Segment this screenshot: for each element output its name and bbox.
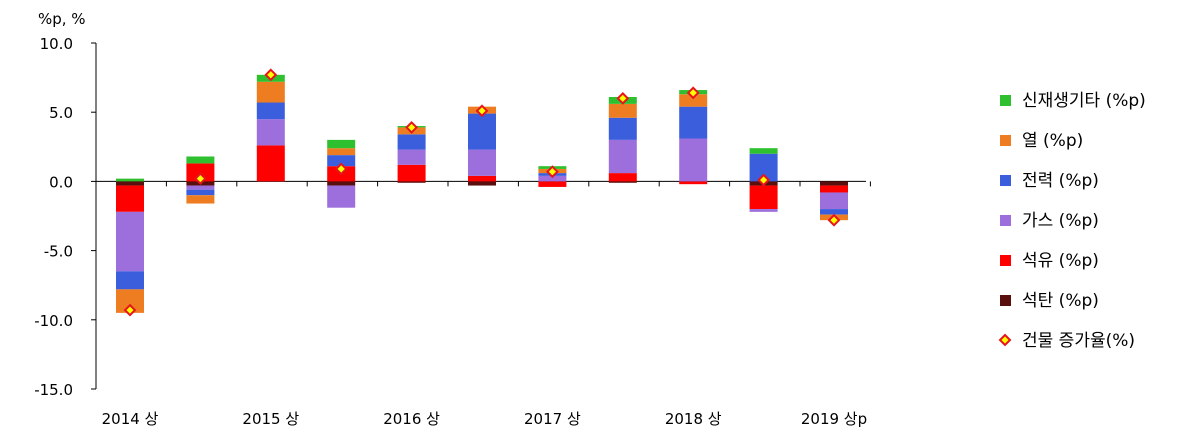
y-tick-label: 5.0	[49, 104, 73, 122]
bar-segment	[327, 181, 356, 186]
bar-segment	[468, 113, 496, 150]
x-tick-label: 2016 상	[383, 410, 440, 428]
bar-segment	[327, 185, 356, 208]
bar-segment	[608, 173, 637, 182]
bar-segment	[186, 195, 215, 204]
legend-swatch	[1000, 215, 1011, 226]
growth-marker	[123, 303, 137, 317]
bar-segment	[468, 175, 496, 182]
legend-label: 석유 (%p)	[1022, 251, 1099, 271]
y-tick-label: -5.0	[44, 243, 73, 261]
bar-segment	[116, 178, 144, 182]
bar-segment	[116, 271, 144, 290]
legend-item: 가스 (%p)	[1000, 211, 1099, 231]
bar-segment	[538, 181, 567, 187]
x-tick-label: 2018 상	[665, 410, 722, 428]
x-tick-label: 2019 상p	[801, 410, 867, 428]
bar-segment	[679, 138, 708, 182]
bar-segment	[749, 148, 778, 154]
x-tick-label: 2017 상	[524, 410, 581, 428]
growth-marker	[334, 162, 348, 176]
bar-segment	[820, 192, 848, 210]
legend-item: 전력 (%p)	[1000, 171, 1099, 191]
bar-segment	[397, 164, 426, 182]
bar-segment	[327, 148, 356, 156]
legend-swatch	[1000, 255, 1011, 266]
bar-segment	[538, 175, 567, 182]
bar-segment	[397, 134, 426, 150]
bar-segment	[186, 185, 215, 190]
bar-segment	[256, 102, 285, 120]
growth-marker	[827, 213, 841, 227]
growth-marker	[193, 172, 207, 186]
bar-segment	[608, 117, 637, 140]
bar-segment	[608, 139, 637, 174]
bar-segment	[679, 106, 708, 139]
legend-swatch	[1000, 95, 1011, 106]
bar-segment	[679, 94, 708, 107]
markers	[123, 68, 841, 317]
bar-segment	[397, 149, 426, 165]
bar-segment	[820, 209, 848, 215]
y-tick-label: -15.0	[34, 381, 73, 399]
bar-segment	[186, 189, 215, 196]
growth-marker	[686, 86, 700, 100]
legend-item: 건물 증가율(%)	[998, 331, 1135, 351]
growth-marker	[475, 104, 489, 118]
legend-item: 열 (%p)	[1000, 131, 1083, 151]
bar-segment	[116, 211, 144, 272]
legend-marker	[998, 333, 1012, 347]
bar-segment	[468, 181, 496, 186]
growth-marker	[757, 173, 771, 187]
legend-item: 신재생기타 (%p)	[1000, 91, 1146, 111]
legend-label: 전력 (%p)	[1022, 171, 1099, 191]
legend: 신재생기타 (%p) 열 (%p) 전력 (%p) 가스 (%p) 석유 (%p) 석탄 …	[998, 91, 1146, 351]
legend-swatch	[1000, 175, 1011, 186]
bar-segment	[327, 155, 356, 167]
bar-segment	[116, 181, 144, 186]
growth-marker	[616, 91, 630, 105]
bar-segment	[749, 185, 778, 210]
y-tick-label: -10.0	[34, 312, 73, 330]
bar-segment	[116, 185, 144, 212]
legend-item: 석탄 (%p)	[1000, 291, 1099, 311]
axes: 10.0 5.0 0.0 -5.0 -10.0 -15.0 %p, % 2014 상 2015 …	[34, 10, 871, 428]
growth-marker	[545, 165, 559, 179]
legend-label: 열 (%p)	[1022, 131, 1083, 151]
growth-marker	[405, 121, 419, 134]
x-tick-label: 2014 상	[102, 410, 159, 428]
legend-label: 석탄 (%p)	[1022, 291, 1099, 311]
bar-segment	[327, 139, 356, 149]
y-tick-label: 0.0	[49, 173, 73, 191]
bar-segment	[468, 149, 496, 176]
bar-segment	[608, 103, 637, 118]
bar-segment	[820, 181, 848, 186]
legend-label: 가스 (%p)	[1022, 211, 1099, 231]
x-tick-label: 2015 상	[242, 410, 299, 428]
bar-segment	[820, 185, 848, 193]
y-tick-label: 10.0	[40, 35, 73, 53]
bar-segment	[397, 181, 426, 183]
bar-segment	[116, 289, 144, 313]
bar-segment	[749, 209, 778, 212]
legend-item: 석유 (%p)	[1000, 251, 1099, 271]
legend-label: 신재생기타 (%p)	[1022, 91, 1146, 111]
y-axis-title: %p, %	[38, 10, 86, 28]
bar-segment	[186, 156, 215, 164]
bar-segment	[256, 119, 285, 146]
bar-segment	[256, 145, 285, 182]
growth-marker	[264, 68, 278, 82]
legend-label: 건물 증가율(%)	[1022, 331, 1135, 351]
legend-swatch	[1000, 135, 1011, 146]
legend-swatch	[1000, 295, 1011, 306]
bar-segment	[608, 181, 637, 183]
bar-segment	[256, 81, 285, 103]
bar-segment	[679, 181, 708, 185]
